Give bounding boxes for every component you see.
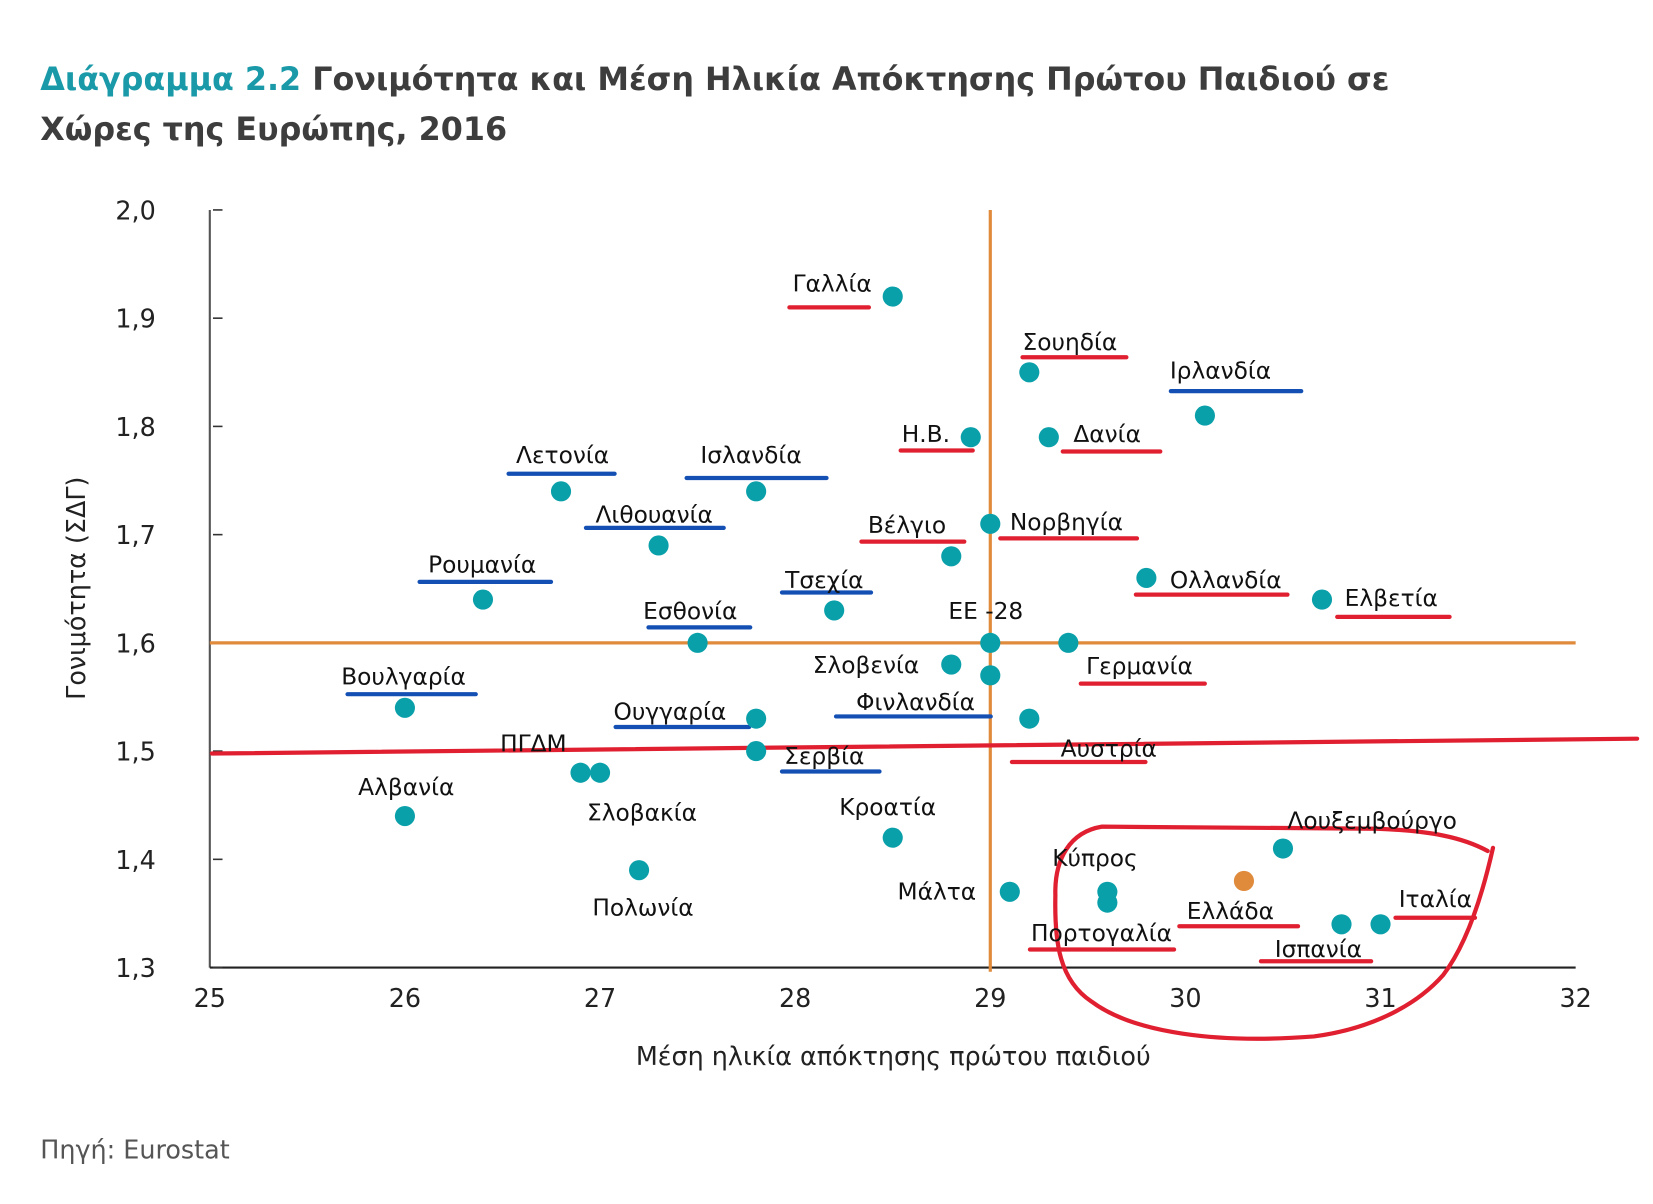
data-point <box>1370 914 1391 935</box>
y-tick-label: 1,5 <box>115 737 155 767</box>
chart-title-line2: Χώρες της Ευρώπης, 2016 <box>40 112 507 148</box>
data-point <box>980 632 1001 653</box>
point-label: Κροατία <box>839 794 936 821</box>
point-label: Φινλανδία <box>856 689 975 716</box>
y-tick-label: 1,8 <box>115 412 155 442</box>
point-label: Βέλγιο <box>868 512 946 539</box>
point-label: Λιθουανία <box>596 502 713 529</box>
point-label: Εσθονία <box>643 598 737 625</box>
point-label: Ισλανδία <box>700 442 801 469</box>
x-tick-label: 32 <box>1559 983 1591 1013</box>
y-tick-label: 1,9 <box>115 304 155 334</box>
point-label: Πολωνία <box>592 895 693 922</box>
y-axis-label: Γονιμότητα (ΣΔΓ) <box>61 477 91 700</box>
data-point <box>570 762 591 783</box>
chart-title: Γονιμότητα και Μέση Ηλικία Απόκτησης Πρώ… <box>312 62 1389 98</box>
point-label: Ισπανία <box>1275 936 1362 963</box>
data-point <box>941 546 962 567</box>
x-tick-label: 28 <box>779 983 811 1013</box>
hand-drawn-loop <box>1053 824 1496 1041</box>
data-point <box>960 427 981 448</box>
point-label: Γαλλία <box>793 271 872 298</box>
hand-drawn-line <box>209 736 1640 756</box>
x-tick-label: 25 <box>194 983 226 1013</box>
data-point <box>472 589 494 610</box>
data-point <box>394 697 415 718</box>
x-axis-label: Μέση ηλικία απόκτησης πρώτου παιδιού <box>636 1041 1151 1071</box>
data-point <box>941 654 962 675</box>
data-point <box>746 481 767 502</box>
point-label: Ολλανδία <box>1170 567 1282 594</box>
data-point <box>1058 632 1079 653</box>
highlight-point <box>1233 870 1255 892</box>
point-label: Ελλάδα <box>1187 898 1274 925</box>
data-point <box>746 741 767 762</box>
point-label: ΕΕ -28 <box>948 598 1023 625</box>
data-point <box>882 286 903 307</box>
data-point <box>629 860 650 881</box>
point-label: Πορτογαλία <box>1031 920 1172 947</box>
point-label: Μάλτα <box>897 879 976 906</box>
x-tick-label: 31 <box>1364 983 1396 1013</box>
point-label: Λετονία <box>516 442 609 469</box>
data-point <box>980 513 1001 534</box>
point-label: Ελβετία <box>1345 585 1438 612</box>
x-tick-label: 27 <box>584 983 616 1013</box>
data-point <box>999 881 1020 902</box>
data-point <box>1038 427 1059 448</box>
data-point <box>746 708 767 729</box>
data-point <box>1194 405 1215 426</box>
data-point <box>648 535 669 556</box>
chart-title-line1: Διάγραμμα 2.2 Γονιμότητα και Μέση Ηλικία… <box>40 62 1389 98</box>
y-tick-label: 2,0 <box>115 195 155 225</box>
point-label: Η.Β. <box>902 421 950 448</box>
data-point <box>1311 589 1333 610</box>
data-point <box>824 600 845 621</box>
point-label: Ουγγαρία <box>614 699 727 726</box>
x-tick-label: 26 <box>389 983 421 1013</box>
data-point <box>980 665 1001 686</box>
data-point <box>394 805 415 827</box>
data-point <box>1331 914 1352 935</box>
chart-number: Διάγραμμα 2.2 <box>40 62 301 98</box>
data-point <box>1019 708 1040 729</box>
data-point <box>589 762 611 783</box>
point-label: Ιρλανδία <box>1170 357 1271 384</box>
point-label: Ιταλία <box>1399 886 1472 913</box>
y-tick-label: 1,4 <box>115 845 155 875</box>
point-label: Λουξεμβούργο <box>1287 808 1457 835</box>
point-label: Κύπρος <box>1052 845 1138 872</box>
point-label: Νορβηγία <box>1010 509 1123 536</box>
data-point <box>1097 892 1118 913</box>
point-label: Σλοβακία <box>587 799 697 826</box>
data-point <box>882 827 903 848</box>
point-label: Δανία <box>1073 421 1141 448</box>
point-label: Ρουμανία <box>428 551 536 578</box>
data-point <box>687 632 708 653</box>
source-note: Πηγή: Eurostat <box>40 1134 229 1164</box>
point-label: Σλοβενία <box>813 652 919 679</box>
point-label: Αυστρία <box>1061 736 1157 763</box>
point-label: Σερβία <box>784 743 864 770</box>
point-label: Γερμανία <box>1086 653 1193 680</box>
x-tick-label: 30 <box>1169 983 1201 1013</box>
y-tick-label: 1,3 <box>115 953 155 983</box>
point-label: Βουλγαρία <box>341 664 466 691</box>
point-label: Τσεχία <box>784 567 863 594</box>
y-tick-label: 1,6 <box>115 628 155 658</box>
data-point <box>550 481 572 502</box>
data-point <box>1136 567 1157 588</box>
point-label: Σουηδία <box>1023 329 1118 356</box>
point-label: Αλβανία <box>358 774 454 801</box>
point-label: ΠΓΔΜ <box>500 730 567 757</box>
y-tick-label: 1,7 <box>115 520 155 550</box>
x-tick-label: 29 <box>974 983 1006 1013</box>
data-point <box>1019 362 1040 383</box>
data-point <box>1272 838 1294 859</box>
